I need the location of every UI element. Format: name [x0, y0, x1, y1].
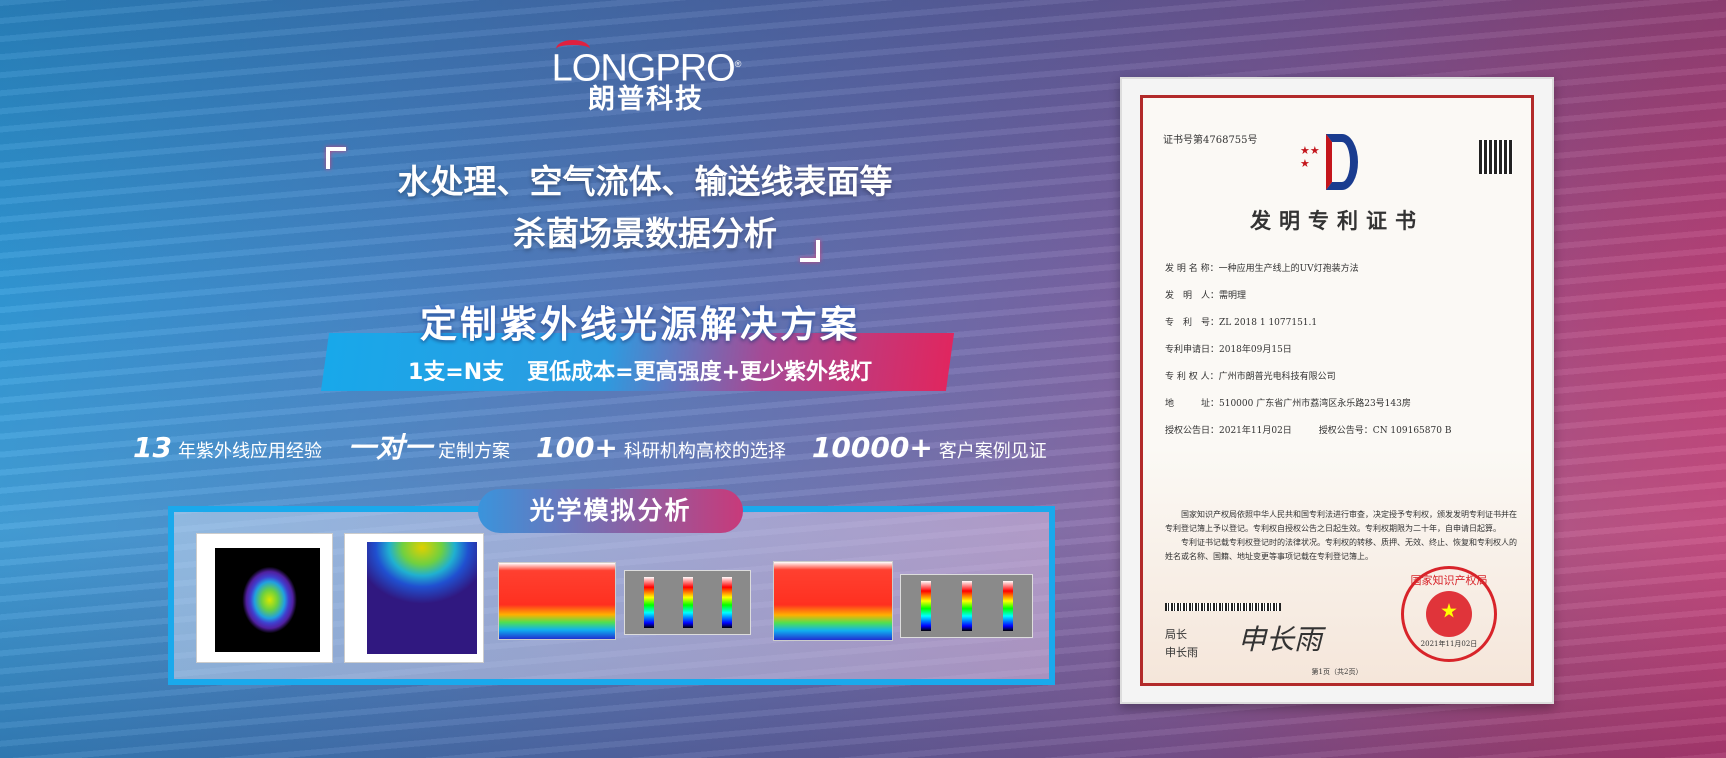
stat-text: 客户案例见证	[938, 441, 1047, 462]
field-row: 专 利 权 人：广州市朗普光电科技有限公司	[1165, 372, 1336, 382]
field-row: 地 址：510000 广东省广州市荔湾区永乐路23号143房	[1165, 399, 1411, 409]
certificate-body: 国家知识产权局依照中华人民共和国专利法进行审查，决定授予专利权，颁发发明专利证书…	[1165, 508, 1517, 564]
certificate-fields: 发 明 名 称：一种应用生产线上的UV灯孢装方法 发 明 人：需明理 专 利 号…	[1165, 256, 1521, 445]
headline-line1: 水处理、空气流体、输送线表面等	[397, 162, 893, 201]
panel-title: 光学模拟分析	[478, 489, 743, 533]
headline: 水处理、空气流体、输送线表面等 杀菌场景数据分析	[345, 156, 945, 260]
patent-certificate: 证书号第4768755号 ★★ ★ 发明专利证书 发 明 名 称：一种应用生产线上…	[1120, 77, 1554, 704]
simulation-heatmap-3	[498, 562, 616, 640]
stat-number: 13	[133, 431, 172, 464]
field-row: 专利申请日：2018年09月15日	[1165, 345, 1292, 355]
bracket-open	[326, 147, 346, 169]
national-emblem-icon	[1426, 591, 1472, 637]
signer: 局长 申长雨	[1165, 626, 1215, 662]
simulation-heatmap-4	[773, 561, 893, 641]
simulation-plot-2	[344, 533, 484, 663]
stars-icon: ★★ ★	[1300, 144, 1320, 170]
field-row: 发 明 名 称：一种应用生产线上的UV灯孢装方法	[1165, 264, 1359, 274]
field-row: 授权公告日：2021年11月02日 授权公告号：CN 109165870 B	[1165, 426, 1452, 436]
stat-number: 100+	[535, 431, 618, 464]
stat-text: 年紫外线应用经验	[177, 441, 322, 462]
signature: 申长雨	[1238, 623, 1323, 656]
headline-line2: 杀菌场景数据分析	[513, 214, 777, 253]
star-icon	[1441, 603, 1457, 618]
signer-name: 申长雨	[1165, 646, 1198, 659]
qr-code-icon	[1479, 140, 1513, 174]
logo-chinese: 朗普科技	[588, 84, 704, 115]
stat-text: 科研机构高校的选择	[623, 441, 786, 462]
field-row: 发 明 人：需明理	[1165, 291, 1247, 301]
longpro-logo: LONGPRO® 朗普科技	[548, 40, 744, 116]
page-number: 第1页（共2页）	[1311, 668, 1363, 676]
colorbar-set-1	[624, 570, 751, 635]
cnipa-emblem-icon: ★★ ★	[1298, 134, 1368, 194]
seal-date: 2021年11月02日	[1420, 640, 1478, 648]
stat-number: 一对一	[347, 431, 432, 464]
paragraph: 国家知识产权局依照中华人民共和国专利法进行审查，决定授予专利权，颁发发明专利证书…	[1165, 510, 1517, 533]
simulation-plot-1	[196, 533, 333, 663]
certificate-title: 发明专利证书	[1250, 208, 1424, 233]
banner-title: 定制紫外线光源解决方案	[420, 303, 860, 346]
certificate-number: 证书号第4768755号	[1163, 135, 1258, 146]
colorbar-set-2	[900, 574, 1033, 638]
stat-text: 定制方案	[437, 441, 510, 462]
paragraph: 专利证书记载专利权登记时的法律状况。专利权的转移、质押、无效、终止、恢复和专利权…	[1165, 538, 1517, 561]
registered-mark: ®	[734, 59, 742, 69]
barcode	[1165, 603, 1281, 611]
bracket-close	[800, 240, 820, 262]
logo-arc	[556, 40, 590, 58]
official-seal: 国家知识产权局 2021年11月02日	[1401, 566, 1497, 662]
field-row: 专 利 号：ZL 2018 1 1077151.1	[1165, 318, 1318, 328]
stats-row: 13 年紫外线应用经验 一对一 定制方案 100+ 科研机构高校的选择 10000+ 客…	[133, 430, 1073, 466]
stat-number: 10000+	[811, 431, 933, 464]
seal-text: 国家知识产权局	[1410, 574, 1488, 587]
banner-subtitle: 1支=N支 更低成本=更高强度+更少紫外线灯	[408, 360, 872, 385]
signer-title: 局长	[1165, 628, 1187, 641]
